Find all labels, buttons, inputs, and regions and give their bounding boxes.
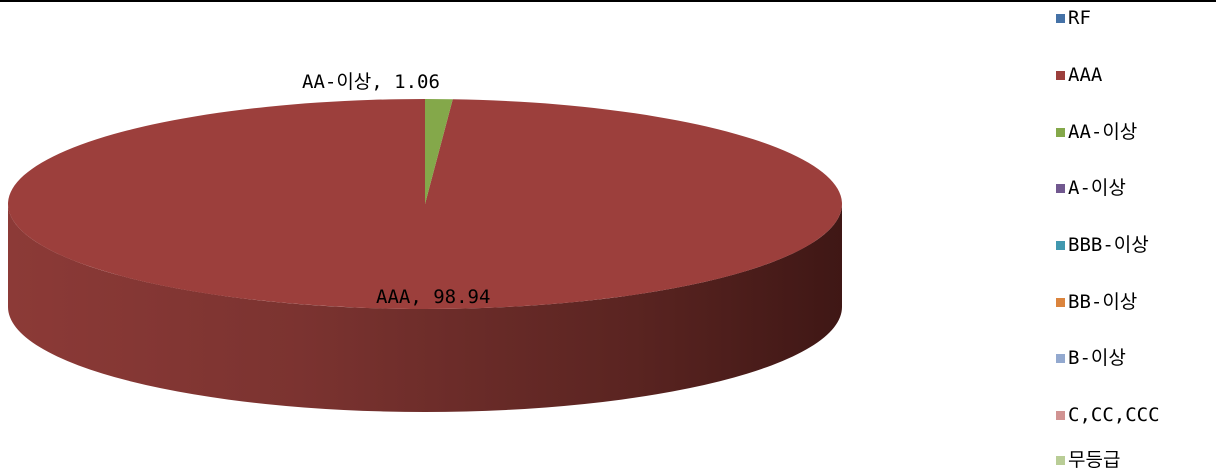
pie-side-wall <box>8 204 842 412</box>
legend-item-a: A-이상 <box>1056 176 1126 200</box>
legend-item-bb: BB-이상 <box>1056 290 1137 314</box>
legend-label: 무등급 <box>1068 449 1121 471</box>
legend-label: AAA <box>1068 64 1103 86</box>
legend-label: C,CC,CCC <box>1068 404 1160 426</box>
legend-swatch-icon <box>1056 13 1065 23</box>
legend-swatch-icon <box>1056 183 1065 193</box>
legend-swatch-icon <box>1056 353 1065 363</box>
legend-item-c-cc-ccc: C,CC,CCC <box>1056 403 1160 427</box>
legend-label: BBB-이상 <box>1068 234 1149 256</box>
legend-swatch-icon <box>1056 410 1065 420</box>
legend-swatch-icon <box>1056 455 1065 465</box>
legend-item-b: B-이상 <box>1056 346 1126 370</box>
legend-item-aa: AA-이상 <box>1056 120 1137 144</box>
pie-slice-aa-2 <box>425 99 453 204</box>
legend-label: AA-이상 <box>1068 121 1138 143</box>
data-label-aaa: AAA, 98.94 <box>376 286 490 308</box>
legend-item-rf: RF <box>1056 6 1091 30</box>
legend-label: B-이상 <box>1068 347 1126 369</box>
legend-swatch-icon <box>1056 127 1065 137</box>
pie-slice-aaa-1 <box>8 99 843 309</box>
data-label-aa: AA-이상, 1.06 <box>302 71 440 93</box>
legend-swatch-icon <box>1056 70 1065 80</box>
top-border <box>0 0 1216 2</box>
legend-label: BB-이상 <box>1068 291 1138 313</box>
pie-chart: AA-이상, 1.06 AAA, 98.94 <box>8 71 843 412</box>
legend-item-aaa: AAA <box>1056 63 1102 87</box>
legend-label: A-이상 <box>1068 177 1126 199</box>
legend-label: RF <box>1068 7 1091 29</box>
legend-item-bbb: BBB-이상 <box>1056 233 1149 257</box>
legend-swatch-icon <box>1056 240 1065 250</box>
legend-item-unrated: 무등급 <box>1056 448 1120 472</box>
legend-swatch-icon <box>1056 297 1065 307</box>
